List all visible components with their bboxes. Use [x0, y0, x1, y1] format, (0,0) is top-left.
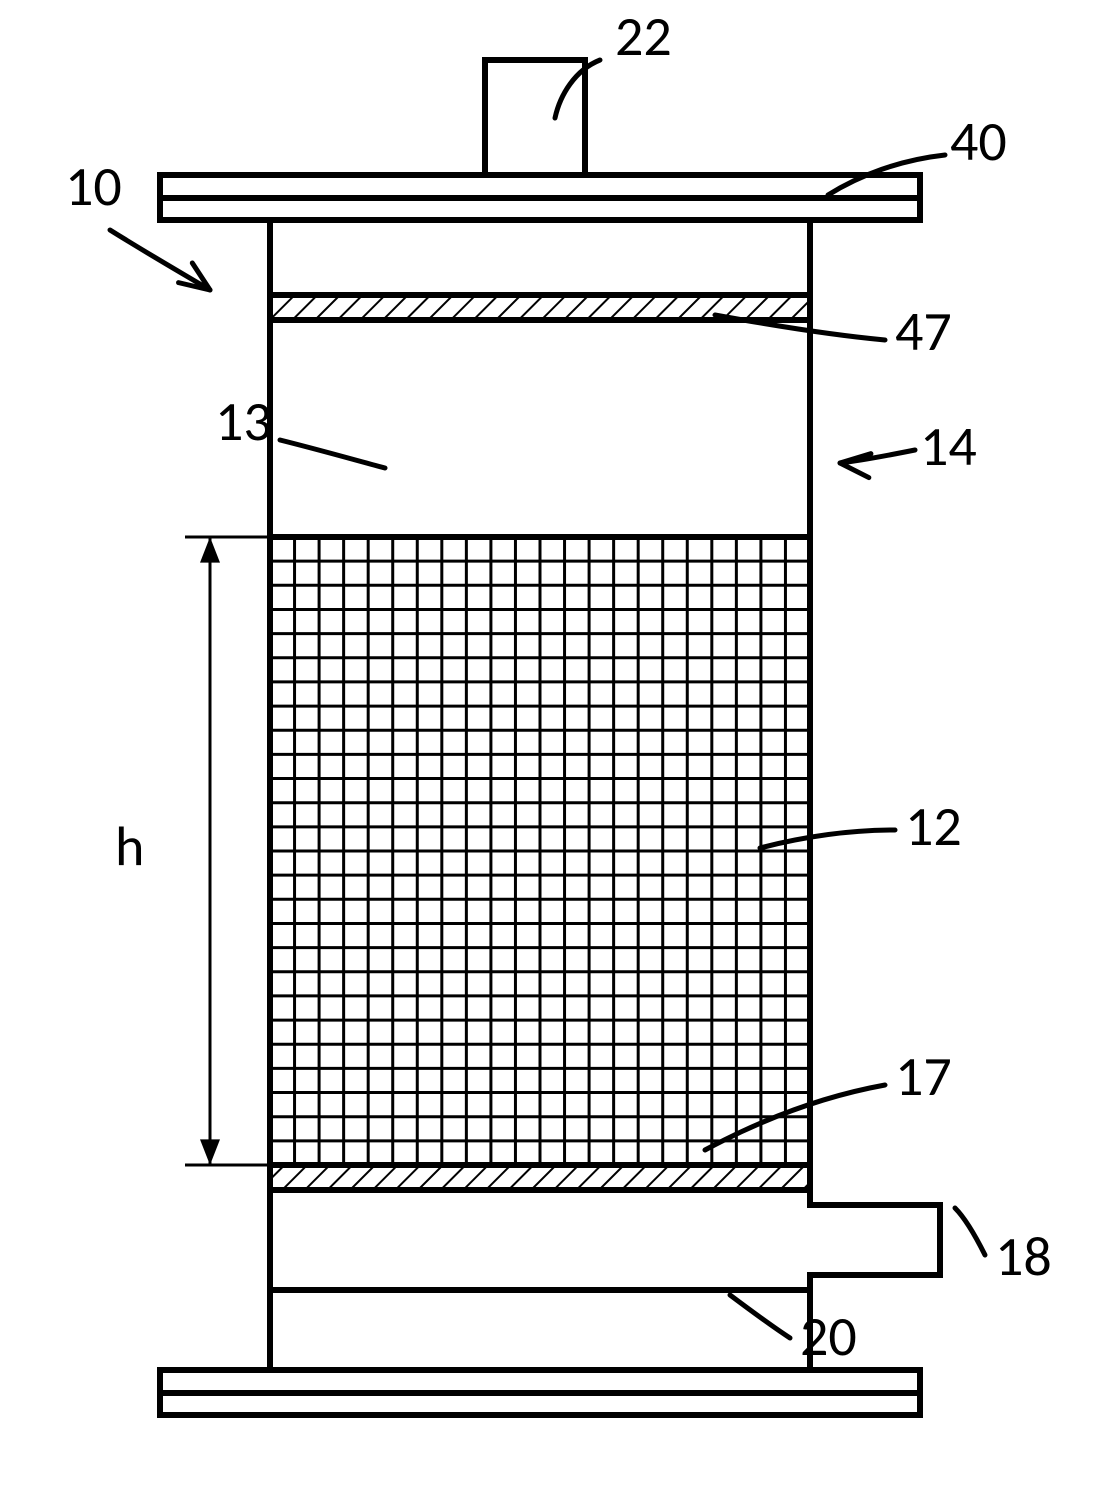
side-port: [810, 1205, 940, 1275]
hatched-strip-lower: [270, 1165, 810, 1190]
lbl-20-text: 20: [800, 1303, 857, 1371]
lbl-40-text: 40: [950, 108, 1007, 176]
lbl-18-text: 18: [995, 1223, 1052, 1291]
lbl-h: h: [115, 813, 144, 881]
lbl-13-text: 13: [215, 388, 272, 456]
lbl-10-text: 10: [65, 153, 122, 221]
top-stub: [485, 60, 585, 175]
lbl-22-text: 22: [615, 3, 672, 71]
lbl-47-text: 47: [895, 298, 952, 366]
lbl-12-text: 12: [905, 793, 962, 861]
lbl-h-text: h: [115, 813, 144, 881]
lbl-14-text: 14: [920, 413, 977, 481]
lbl-17-text: 17: [895, 1043, 952, 1111]
